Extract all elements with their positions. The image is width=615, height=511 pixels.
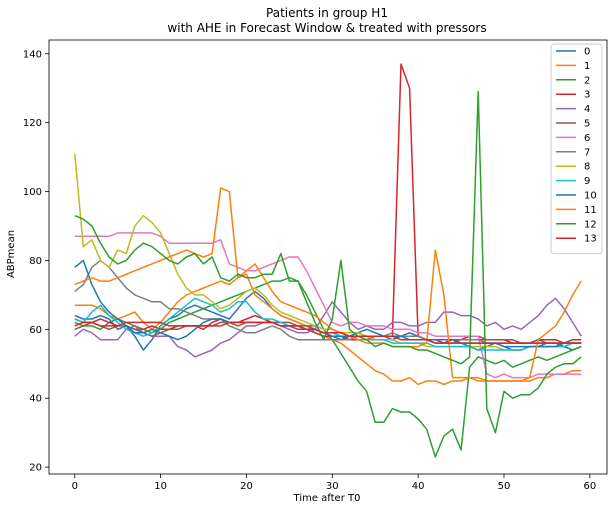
x-tick-label: 30 <box>326 481 339 492</box>
y-tick-label: 120 <box>23 118 42 129</box>
x-axis-ticks: 0 10 20 30 40 50 60 <box>72 474 596 492</box>
legend-label-1: 1 <box>584 61 590 72</box>
legend-label-2: 2 <box>584 75 590 86</box>
y-tick-label: 80 <box>29 256 42 267</box>
x-tick-label: 10 <box>154 481 167 492</box>
series-line-11 <box>74 187 582 382</box>
plot-frame <box>48 39 608 475</box>
legend-label-3: 3 <box>584 90 590 101</box>
y-axis-ticks: 20 40 60 80 100 120 140 <box>23 49 49 474</box>
legend-label-13: 13 <box>584 234 597 245</box>
x-tick-label: 60 <box>583 481 596 492</box>
legend-label-4: 4 <box>584 104 590 115</box>
series-line-13 <box>74 321 582 344</box>
y-tick-label: 100 <box>23 187 42 198</box>
legend-label-11: 11 <box>584 205 597 216</box>
chart-title-line-1: Patients in group H1 <box>266 6 388 20</box>
chart-title-line-2: with AHE in Forecast Window & treated wi… <box>167 21 486 35</box>
legend-label-10: 10 <box>584 191 597 202</box>
x-tick-label: 40 <box>412 481 425 492</box>
legend-label-0: 0 <box>584 47 590 58</box>
series-line-12 <box>74 90 582 434</box>
legend-box <box>550 43 603 255</box>
y-tick-label: 60 <box>29 325 42 336</box>
legend-label-8: 8 <box>584 162 590 173</box>
legend-label-6: 6 <box>584 133 590 144</box>
plot-area <box>48 39 608 475</box>
legend-label-12: 12 <box>584 219 597 230</box>
legend-label-7: 7 <box>584 147 590 158</box>
x-tick-label: 0 <box>72 481 78 492</box>
series-line-8 <box>74 153 582 351</box>
series-line-2 <box>74 276 582 458</box>
legend-label-9: 9 <box>584 176 590 187</box>
y-axis-label: ABPmean <box>6 230 17 278</box>
y-tick-label: 20 <box>29 463 42 474</box>
series-line-0 <box>74 290 582 351</box>
x-axis-label: Time after T0 <box>293 493 361 504</box>
x-tick-label: 50 <box>498 481 511 492</box>
series-line-4 <box>74 297 582 358</box>
x-tick-label: 20 <box>240 481 253 492</box>
y-tick-label: 140 <box>23 49 42 60</box>
legend-label-5: 5 <box>584 119 590 130</box>
series-line-6 <box>74 232 582 379</box>
series-group <box>74 63 582 458</box>
y-tick-label: 40 <box>29 394 42 405</box>
